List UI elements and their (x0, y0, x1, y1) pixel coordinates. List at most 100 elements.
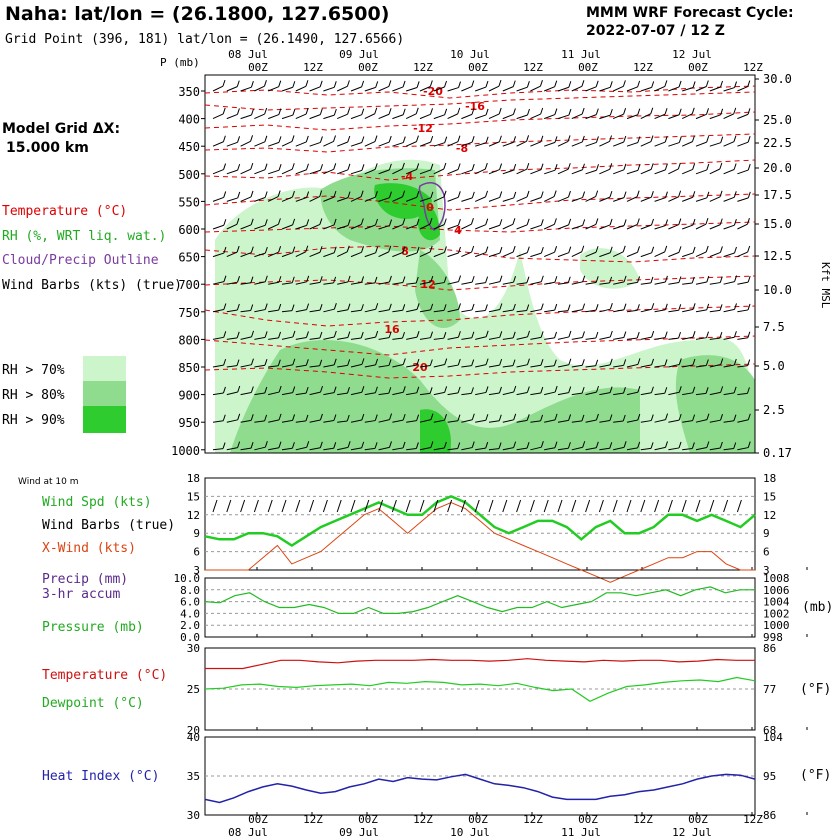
wind-barb (664, 108, 668, 115)
heat-frame (204, 736, 756, 816)
wind-barb (222, 414, 226, 421)
wind-barb (433, 251, 445, 258)
wind-barb (433, 282, 445, 285)
wind-barb (668, 447, 680, 451)
surface-wind-barb (253, 499, 259, 513)
wind-barb (512, 218, 516, 225)
wind-barb (461, 447, 473, 451)
pressure-tick: 400 (178, 113, 200, 127)
wind-barb (746, 218, 750, 225)
wind-barb (295, 336, 307, 340)
wind-barb (678, 218, 682, 225)
wind-barb (516, 114, 528, 120)
wind-barb (364, 392, 376, 396)
wind-barb (374, 442, 378, 449)
wind-barb (347, 303, 351, 310)
wind-barb (609, 386, 613, 393)
wind-barb (488, 85, 500, 92)
wind-left-tick: 3 (193, 564, 200, 577)
wind-barb (640, 447, 652, 451)
wind-barb (499, 219, 503, 226)
wind-barb (654, 169, 666, 175)
wind-barb (737, 281, 749, 285)
wind-barb (709, 142, 721, 147)
wind-barb (540, 414, 544, 422)
wind-barb (277, 218, 281, 225)
wind-barb (691, 276, 695, 284)
surface-wind-barb (736, 499, 742, 513)
wind-barb (747, 413, 751, 420)
wind-barb (488, 448, 500, 451)
wind-barb (361, 136, 365, 143)
wind-barb (557, 224, 569, 230)
wind-barb (388, 80, 392, 87)
wind-barb (582, 219, 586, 226)
wind-barb (281, 224, 293, 230)
time-label-bottom: 00Z (578, 813, 598, 826)
wind-barb (392, 447, 404, 451)
wind-barb (668, 114, 680, 120)
wind-barb (626, 251, 638, 258)
wind-barb (360, 304, 364, 311)
wind-barb (571, 197, 583, 202)
wind-barb (392, 281, 403, 285)
wind-barb (719, 190, 723, 197)
wind-barb (268, 337, 279, 340)
wind-barb (236, 303, 240, 311)
wind-barb (323, 224, 335, 230)
wind-barb (264, 414, 268, 422)
wind-barb (526, 81, 530, 88)
wind-speed-line (204, 495, 756, 547)
wind-barb (443, 441, 447, 449)
wind-barb (747, 80, 751, 87)
wind-barb (212, 141, 224, 147)
wind-barb (723, 224, 735, 230)
rh-area-6 (374, 183, 432, 220)
wind-barb (305, 359, 309, 366)
wind-barb (237, 413, 241, 420)
wind-barb (720, 414, 723, 421)
wind-barb (571, 251, 582, 258)
surface-wind-barb (391, 499, 397, 513)
wind-barb (581, 331, 585, 338)
wind-barb (554, 246, 558, 253)
wind-barb (350, 114, 362, 120)
wind-barb (402, 331, 405, 339)
heat-left-tick: 40 (187, 731, 200, 744)
wind-barb (706, 191, 710, 198)
wind-barb (719, 332, 723, 339)
wind-barb (347, 135, 351, 143)
date-label-bottom: 09 Jul (339, 826, 379, 839)
wind-barb (268, 114, 280, 120)
wind-barb (723, 169, 735, 175)
wind-barb (530, 336, 542, 340)
wind-barb (336, 85, 348, 92)
wind-barb (406, 196, 418, 202)
wind-barb (264, 219, 268, 226)
wind-barb (267, 196, 279, 202)
date-label-top: 10 Jul (450, 48, 490, 61)
wind-barb (226, 141, 238, 147)
wind-barb (254, 141, 266, 147)
wind-barb (530, 141, 542, 147)
wind-barb (747, 303, 751, 311)
wind-barb (692, 358, 696, 366)
wind-barb (554, 276, 558, 283)
wind-barb (278, 303, 282, 311)
heat-right-tick: 95 (763, 770, 776, 783)
wind-barb (484, 304, 488, 311)
wind-barb (277, 190, 281, 197)
pressure-tick: 750 (178, 306, 200, 320)
wind-barb (292, 108, 296, 116)
wind-barb (516, 364, 528, 368)
wind-barb (240, 140, 251, 147)
dewpoint-line (204, 676, 756, 702)
wind-barb (419, 309, 431, 313)
wind-barb (513, 163, 517, 171)
temp-right-tick: 77 (763, 683, 776, 696)
wind-barb (513, 385, 517, 393)
model-grid-value: 15.000 km (6, 140, 89, 156)
wind-barb (471, 413, 475, 420)
wind-barb (319, 441, 323, 448)
wind-barb (333, 442, 337, 449)
